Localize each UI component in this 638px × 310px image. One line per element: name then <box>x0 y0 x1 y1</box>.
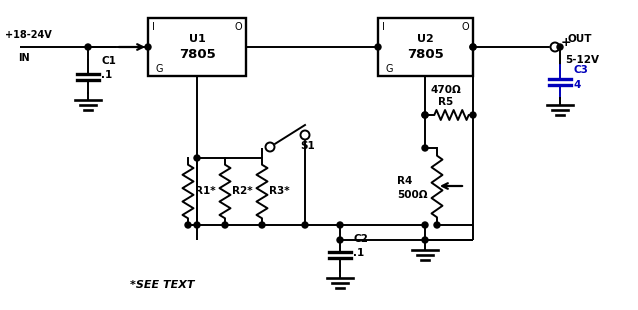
Text: G: G <box>156 64 163 74</box>
Circle shape <box>422 237 428 243</box>
Circle shape <box>337 237 343 243</box>
Circle shape <box>470 112 476 118</box>
Circle shape <box>222 222 228 228</box>
Circle shape <box>422 112 428 118</box>
Circle shape <box>470 44 476 50</box>
Circle shape <box>557 44 563 50</box>
Text: .1: .1 <box>353 248 364 258</box>
Circle shape <box>337 222 343 228</box>
Circle shape <box>375 44 381 50</box>
Text: S1: S1 <box>300 141 315 151</box>
Circle shape <box>185 222 191 228</box>
Circle shape <box>470 44 476 50</box>
Text: +: + <box>561 36 572 48</box>
Text: R3*: R3* <box>269 186 290 196</box>
Text: I: I <box>382 22 385 32</box>
Text: I: I <box>152 22 155 32</box>
Text: C1: C1 <box>101 56 116 66</box>
Text: +18-24V: +18-24V <box>5 30 52 40</box>
Circle shape <box>265 143 274 152</box>
Bar <box>148 18 246 76</box>
Text: C3: C3 <box>573 65 588 75</box>
Text: OUT: OUT <box>567 34 591 44</box>
Text: 470Ω: 470Ω <box>431 85 461 95</box>
Text: U1: U1 <box>189 34 205 44</box>
Text: C2: C2 <box>353 234 368 244</box>
Circle shape <box>422 145 428 151</box>
Text: 5-12V: 5-12V <box>565 55 599 65</box>
Text: 7805: 7805 <box>179 48 216 61</box>
Text: *SEE TEXT: *SEE TEXT <box>130 280 195 290</box>
Text: U2: U2 <box>417 34 434 44</box>
Circle shape <box>194 155 200 161</box>
Circle shape <box>145 44 151 50</box>
Text: R4: R4 <box>397 176 412 186</box>
Circle shape <box>434 222 440 228</box>
Text: 4: 4 <box>573 80 581 90</box>
Text: 7805: 7805 <box>407 48 444 61</box>
Text: IN: IN <box>18 53 29 63</box>
Circle shape <box>551 42 560 51</box>
Circle shape <box>422 112 428 118</box>
Circle shape <box>300 131 309 140</box>
Bar <box>378 18 473 76</box>
Text: .1: .1 <box>101 70 112 80</box>
Text: O: O <box>234 22 242 32</box>
Circle shape <box>85 44 91 50</box>
Circle shape <box>422 222 428 228</box>
Circle shape <box>259 222 265 228</box>
Text: G: G <box>386 64 394 74</box>
Text: R2*: R2* <box>232 186 253 196</box>
Circle shape <box>302 222 308 228</box>
Text: R5: R5 <box>438 97 454 107</box>
Text: 500Ω: 500Ω <box>397 190 427 200</box>
Text: O: O <box>461 22 469 32</box>
Circle shape <box>194 222 200 228</box>
Text: R1*: R1* <box>195 186 216 196</box>
